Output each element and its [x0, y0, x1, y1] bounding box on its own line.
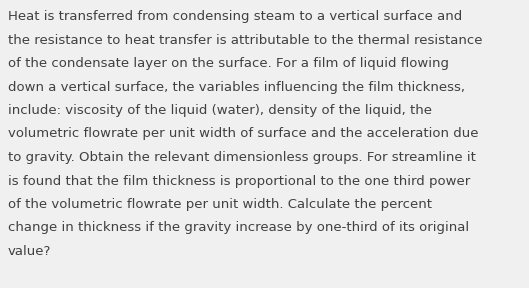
- Text: to gravity. Obtain the relevant dimensionless groups. For streamline it: to gravity. Obtain the relevant dimensio…: [8, 151, 476, 164]
- Text: Heat is transferred from condensing steam to a vertical surface and: Heat is transferred from condensing stea…: [8, 10, 462, 23]
- Text: volumetric flowrate per unit width of surface and the acceleration due: volumetric flowrate per unit width of su…: [8, 128, 479, 141]
- Text: of the condensate layer on the surface. For a film of liquid flowing: of the condensate layer on the surface. …: [8, 57, 449, 70]
- Text: include: viscosity of the liquid (water), density of the liquid, the: include: viscosity of the liquid (water)…: [8, 104, 432, 117]
- Text: the resistance to heat transfer is attributable to the thermal resistance: the resistance to heat transfer is attri…: [8, 33, 482, 46]
- Text: is found that the film thickness is proportional to the one third power: is found that the film thickness is prop…: [8, 175, 470, 187]
- Text: change in thickness if the gravity increase by one-third of its original: change in thickness if the gravity incre…: [8, 221, 469, 234]
- Text: value?: value?: [8, 245, 51, 258]
- Text: down a vertical surface, the variables influencing the film thickness,: down a vertical surface, the variables i…: [8, 81, 465, 94]
- Text: of the volumetric flowrate per unit width. Calculate the percent: of the volumetric flowrate per unit widt…: [8, 198, 432, 211]
